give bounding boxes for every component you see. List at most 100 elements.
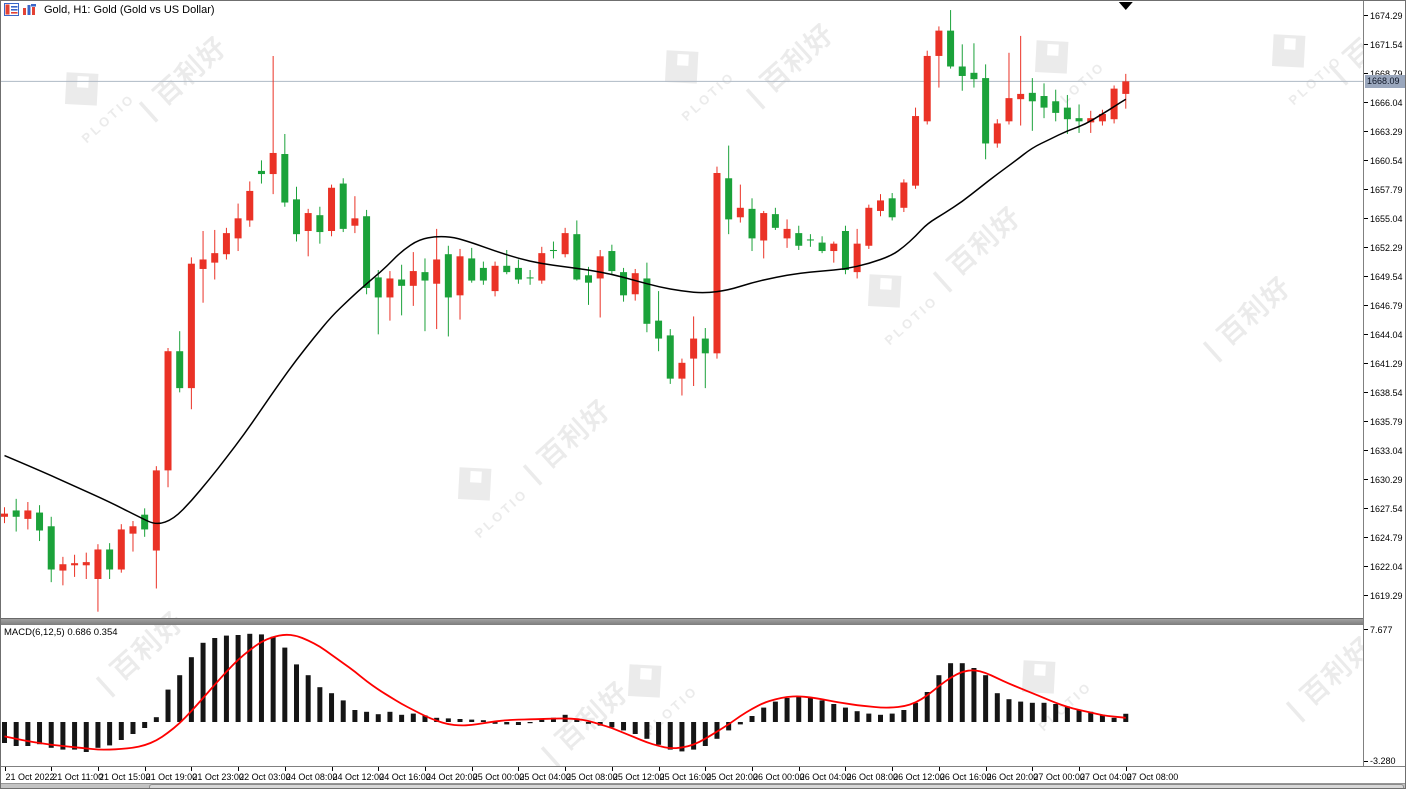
price-chart-canvas[interactable] — [1, 1, 1363, 618]
candle-bear — [725, 178, 733, 220]
macd-histogram-bar — [375, 714, 381, 722]
time-axis[interactable]: 21 Oct 2022 21 Oct 11:00 21 Oct 15:00 21 Oc… — [1, 766, 1405, 783]
candle-bull — [211, 253, 219, 263]
macd-histogram-bar — [329, 693, 335, 722]
price-axis-label: 1668.79 — [1364, 68, 1403, 79]
macd-histogram-bar — [1006, 699, 1012, 722]
macd-histogram-bar — [656, 722, 662, 745]
time-axis-label: 25 Oct 00:00 — [472, 772, 525, 782]
time-axis-label: 21 Oct 23:00 — [192, 772, 244, 782]
candle-bear — [655, 320, 663, 339]
time-axis-tick — [4, 767, 6, 771]
macd-indicator-label: MACD(6,12,5) 0.686 0.354 — [4, 627, 118, 638]
candle-bull — [538, 253, 546, 281]
time-axis-tick — [752, 767, 754, 771]
candle-bull — [491, 265, 499, 292]
time-axis-label: 27 Oct 08:00 — [1126, 772, 1179, 782]
candle-bull — [912, 116, 920, 186]
axis-tick — [1364, 760, 1368, 762]
candle-bull — [82, 562, 90, 566]
macd-histogram-bar — [95, 722, 101, 748]
candle-bull — [164, 351, 172, 471]
macd-histogram-bar — [282, 647, 288, 722]
time-axis-label: 21 Oct 19:00 — [145, 772, 198, 782]
candle-bear — [643, 278, 651, 324]
axis-tick — [1364, 218, 1368, 220]
macd-histogram-bar — [1076, 710, 1082, 722]
price-axis-label: 1633.04 — [1364, 445, 1403, 456]
scrollbar-thumb[interactable] — [149, 784, 1404, 788]
time-axis-label: 24 Oct 20:00 — [425, 772, 478, 782]
time-axis-label: 26 Oct 16:00 — [939, 772, 992, 782]
macd-histogram-bar — [422, 715, 428, 722]
price-axis-label: 1619.29 — [1364, 590, 1403, 601]
macd-histogram-bar — [2, 722, 7, 743]
price-axis-label: 1652.29 — [1364, 242, 1403, 253]
axis-tick — [1364, 479, 1368, 481]
candle-bear — [806, 239, 814, 241]
axis-tick — [1364, 15, 1368, 17]
time-axis-tick — [238, 767, 240, 771]
axis-tick — [1364, 160, 1368, 162]
macd-histogram-bar — [807, 698, 813, 722]
candle-bull — [1, 513, 8, 517]
time-axis-label: 26 Oct 08:00 — [846, 772, 898, 782]
candle-bull — [865, 207, 873, 246]
price-axis[interactable]: 1674.29 1671.54 1668.79 1666.04 1663.29 1660.… — [1363, 1, 1405, 767]
macd-histogram-bar — [223, 635, 229, 722]
panel-divider[interactable] — [1, 618, 1363, 625]
macd-histogram-bar — [644, 722, 650, 739]
macd-histogram-bar — [691, 722, 697, 750]
macd-histogram-bar — [866, 713, 872, 722]
axis-tick — [1364, 566, 1368, 568]
candle-bear — [1075, 118, 1083, 122]
candle-bull — [409, 271, 417, 286]
macd-histogram-bar — [492, 722, 498, 724]
macd-histogram-bar — [667, 722, 673, 750]
time-axis-label: 25 Oct 04:00 — [519, 772, 571, 782]
candle-bear — [771, 214, 779, 228]
candle-bear — [1063, 107, 1071, 120]
macd-histogram-bar — [410, 713, 416, 722]
candle-bear — [982, 78, 990, 144]
axis-tick — [1364, 189, 1368, 191]
candle-bear — [620, 272, 628, 296]
candle-bull — [830, 243, 838, 252]
macd-canvas[interactable] — [1, 625, 1363, 765]
time-axis-tick — [938, 767, 940, 771]
candle-bear — [281, 154, 289, 203]
axis-tick — [1364, 247, 1368, 249]
price-axis-label: 1638.54 — [1364, 387, 1403, 398]
macd-histogram-bar — [749, 716, 755, 722]
candle-bear — [176, 351, 184, 389]
macd-histogram-bar — [609, 722, 615, 728]
macd-histogram-bar — [72, 722, 78, 750]
candle-bull — [304, 213, 312, 231]
price-axis-label: 1657.79 — [1364, 184, 1403, 195]
candle-bear — [549, 249, 557, 252]
time-axis-label: 21 Oct 11:00 — [52, 772, 104, 782]
axis-tick — [1364, 421, 1368, 423]
candle-bear — [573, 234, 581, 280]
candle-bull — [1098, 113, 1106, 122]
macd-histogram-bar — [165, 689, 171, 722]
price-axis-label: 1663.29 — [1364, 126, 1403, 137]
price-axis-label: 1660.54 — [1364, 155, 1403, 166]
candle-bull — [94, 549, 102, 579]
macd-histogram-bar — [948, 663, 954, 722]
macd-axis-min: -3.280 — [1364, 756, 1396, 767]
candle-bull — [1017, 93, 1025, 100]
axis-tick — [1364, 73, 1368, 75]
macd-histogram-bar — [574, 718, 580, 722]
macd-histogram-bar — [60, 722, 66, 750]
candle-bear — [1052, 101, 1060, 113]
macd-histogram-bar — [235, 635, 241, 722]
time-axis-tick — [331, 767, 333, 771]
time-axis-label: 26 Oct 12:00 — [893, 772, 945, 782]
axis-tick — [1364, 305, 1368, 307]
candle-bear — [339, 183, 347, 229]
macd-histogram-bar — [971, 668, 977, 722]
macd-histogram-bar — [1018, 701, 1024, 722]
macd-histogram-bar — [399, 714, 405, 722]
macd-histogram-bar — [831, 704, 837, 722]
